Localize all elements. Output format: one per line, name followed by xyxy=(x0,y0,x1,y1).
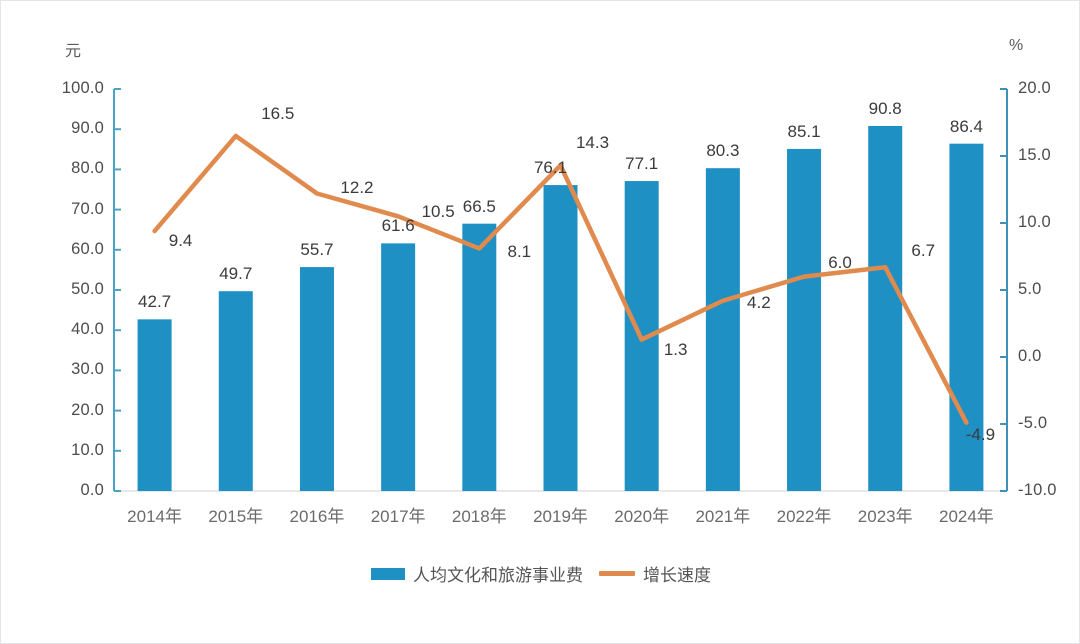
bar-column xyxy=(137,319,172,491)
left-axis-tick-label: 60.0 xyxy=(71,239,104,258)
x-axis-tick-label: 2015年 xyxy=(208,507,264,526)
right-axis-tick-label: 10.0 xyxy=(1018,213,1051,231)
growth-rate-value-label: 12.2 xyxy=(340,177,374,197)
chart-legend: 人均文化和旅游事业费 增长速度 xyxy=(1,561,1079,586)
bar-column xyxy=(381,243,416,491)
growth-rate-value-label: 6.0 xyxy=(828,252,852,272)
bar-value-label: 77.1 xyxy=(625,154,659,174)
bar-value-label: 90.8 xyxy=(868,98,902,118)
bar-column xyxy=(543,185,578,491)
left-axis-tick-label: 0.0 xyxy=(80,481,104,499)
x-axis-tick-label: 2016年 xyxy=(289,507,345,526)
left-axis-tick-label: 70.0 xyxy=(71,199,104,218)
right-axis-tick-label: -10.0 xyxy=(1018,481,1057,499)
growth-rate-value-label: 14.3 xyxy=(575,133,610,153)
right-axis-unit-label: % xyxy=(1009,37,1024,54)
right-axis-tick-label: 0.0 xyxy=(1018,347,1042,365)
x-axis-tick-label: 2018年 xyxy=(451,507,507,526)
left-axis-tick-label: 80.0 xyxy=(71,159,104,178)
growth-rate-line xyxy=(152,133,969,425)
left-axis-tick-label: 100.0 xyxy=(61,79,104,97)
bar-column xyxy=(299,267,334,491)
bar-column xyxy=(462,223,497,492)
left-axis-tick-label: 50.0 xyxy=(71,280,104,298)
growth-rate-value-label: 4.2 xyxy=(747,292,771,312)
bar-value-label: 85.1 xyxy=(787,121,821,141)
bar-column xyxy=(787,148,822,491)
legend-entry-bar[interactable]: 人均文化和旅游事业费 xyxy=(371,561,583,586)
bar-value-label: 49.7 xyxy=(219,264,253,284)
right-axis-tick-label: 5.0 xyxy=(1018,280,1042,298)
x-axis-tick-label: 2014年 xyxy=(127,507,182,526)
x-axis-tick-label: 2024年 xyxy=(938,507,994,526)
x-axis-tick-label: 2022年 xyxy=(776,507,832,526)
growth-rate-value-label: 10.5 xyxy=(421,202,455,222)
left-axis-tick-label: 40.0 xyxy=(71,320,104,339)
bar-column xyxy=(705,168,740,491)
bar-value-label: 80.3 xyxy=(706,141,740,161)
legend-entry-line[interactable]: 增长速度 xyxy=(599,561,711,586)
legend-bar-label: 人均文化和旅游事业费 xyxy=(413,566,583,585)
left-axis-unit-label: 元 xyxy=(65,43,82,60)
x-axis-tick-label: 2020年 xyxy=(614,507,670,526)
left-axis-tick-label: 10.0 xyxy=(71,440,104,459)
bar-value-label: 42.7 xyxy=(138,292,172,312)
bar-column xyxy=(868,125,903,491)
right-axis-tick-label: 20.0 xyxy=(1018,79,1051,97)
growth-rate-value-label: 1.3 xyxy=(663,339,688,359)
growth-rate-value-label: 8.1 xyxy=(507,242,532,262)
x-axis-tick-label: 2019年 xyxy=(533,507,588,526)
line-series xyxy=(152,133,969,425)
bar-value-label: 86.4 xyxy=(949,116,983,136)
bar-value-label: 76.1 xyxy=(533,158,568,178)
bar-value-label: 61.6 xyxy=(381,216,415,236)
x-axis-tick-label: 2021年 xyxy=(695,507,751,526)
legend-line-label: 增长速度 xyxy=(643,566,711,585)
growth-rate-value-label: 6.7 xyxy=(911,241,936,261)
x-axis-tick-label: 2023年 xyxy=(857,507,913,526)
growth-rate-value-label: -4.9 xyxy=(965,424,996,444)
bar-series xyxy=(137,125,984,492)
x-axis-tick-label: 2017年 xyxy=(370,507,426,526)
left-axis-tick-label: 20.0 xyxy=(71,400,104,419)
bar-value-label: 55.7 xyxy=(300,240,334,260)
bar-value-label: 66.5 xyxy=(462,196,496,216)
left-axis-tick-label: 30.0 xyxy=(71,360,104,379)
growth-rate-value-label: 16.5 xyxy=(261,103,295,123)
legend-bar-swatch-icon xyxy=(371,567,405,580)
bar-column xyxy=(218,291,253,491)
bar-column xyxy=(949,143,984,491)
right-axis-tick-label: -5.0 xyxy=(1018,414,1048,432)
legend-line-swatch-icon xyxy=(599,571,635,576)
right-axis-tick-label: 15.0 xyxy=(1018,146,1051,164)
growth-rate-value-label: 9.4 xyxy=(168,231,193,251)
left-axis-tick-label: 90.0 xyxy=(71,119,104,138)
